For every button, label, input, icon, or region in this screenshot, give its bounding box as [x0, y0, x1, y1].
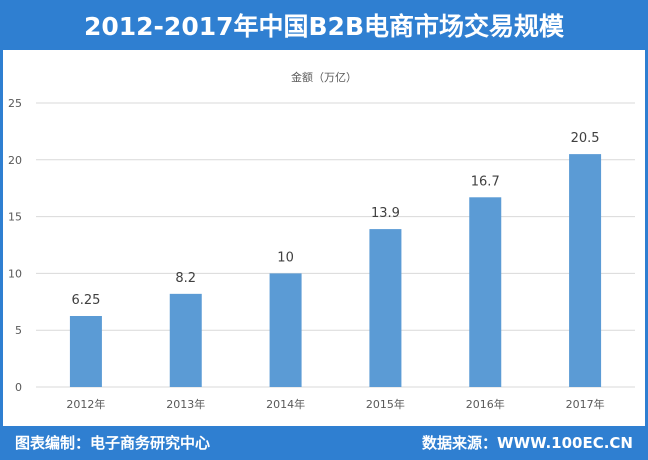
- y-tick-label: 5: [15, 324, 22, 337]
- bar: [469, 197, 502, 387]
- bar: [269, 273, 302, 387]
- bar: [69, 316, 102, 387]
- x-tick-label: 2014年: [266, 397, 305, 411]
- x-tick-label: 2017年: [566, 397, 605, 411]
- bar-chart: 金额（万亿） 0 5 10 15 20 25 6.25 2012年 8.2 2013年 10 2014…: [8, 70, 635, 411]
- footer-bar: 图表编制：电子商务研究中心 数据来源：WWW.100EC.CN: [3, 426, 645, 457]
- data-label: 16.7: [471, 174, 500, 189]
- x-tick-label: 2015年: [366, 397, 405, 411]
- compiler-credit: 图表编制：电子商务研究中心: [15, 434, 211, 452]
- data-label: 10: [277, 250, 294, 265]
- page-title: 2012-2017年中国B2B电商市场交易规模: [3, 3, 645, 50]
- x-tick-label: 2012年: [66, 397, 105, 411]
- data-label: 6.25: [71, 293, 100, 308]
- y-tick-label: 0: [15, 381, 22, 394]
- x-tick-label: 2016年: [466, 397, 505, 411]
- bar: [369, 229, 402, 387]
- data-label: 20.5: [571, 131, 600, 146]
- y-tick-label: 25: [8, 97, 22, 110]
- x-tick-label: 2013年: [166, 397, 205, 411]
- bar: [169, 293, 202, 387]
- y-tick-label: 20: [8, 154, 22, 167]
- bar: [569, 154, 602, 387]
- data-label: 13.9: [371, 206, 400, 221]
- data-source: 数据来源：WWW.100EC.CN: [422, 434, 633, 452]
- y-axis-unit-label: 金额（万亿）: [291, 70, 357, 84]
- data-label: 8.2: [175, 271, 196, 286]
- y-tick-label: 10: [8, 267, 22, 280]
- y-tick-label: 15: [8, 211, 22, 224]
